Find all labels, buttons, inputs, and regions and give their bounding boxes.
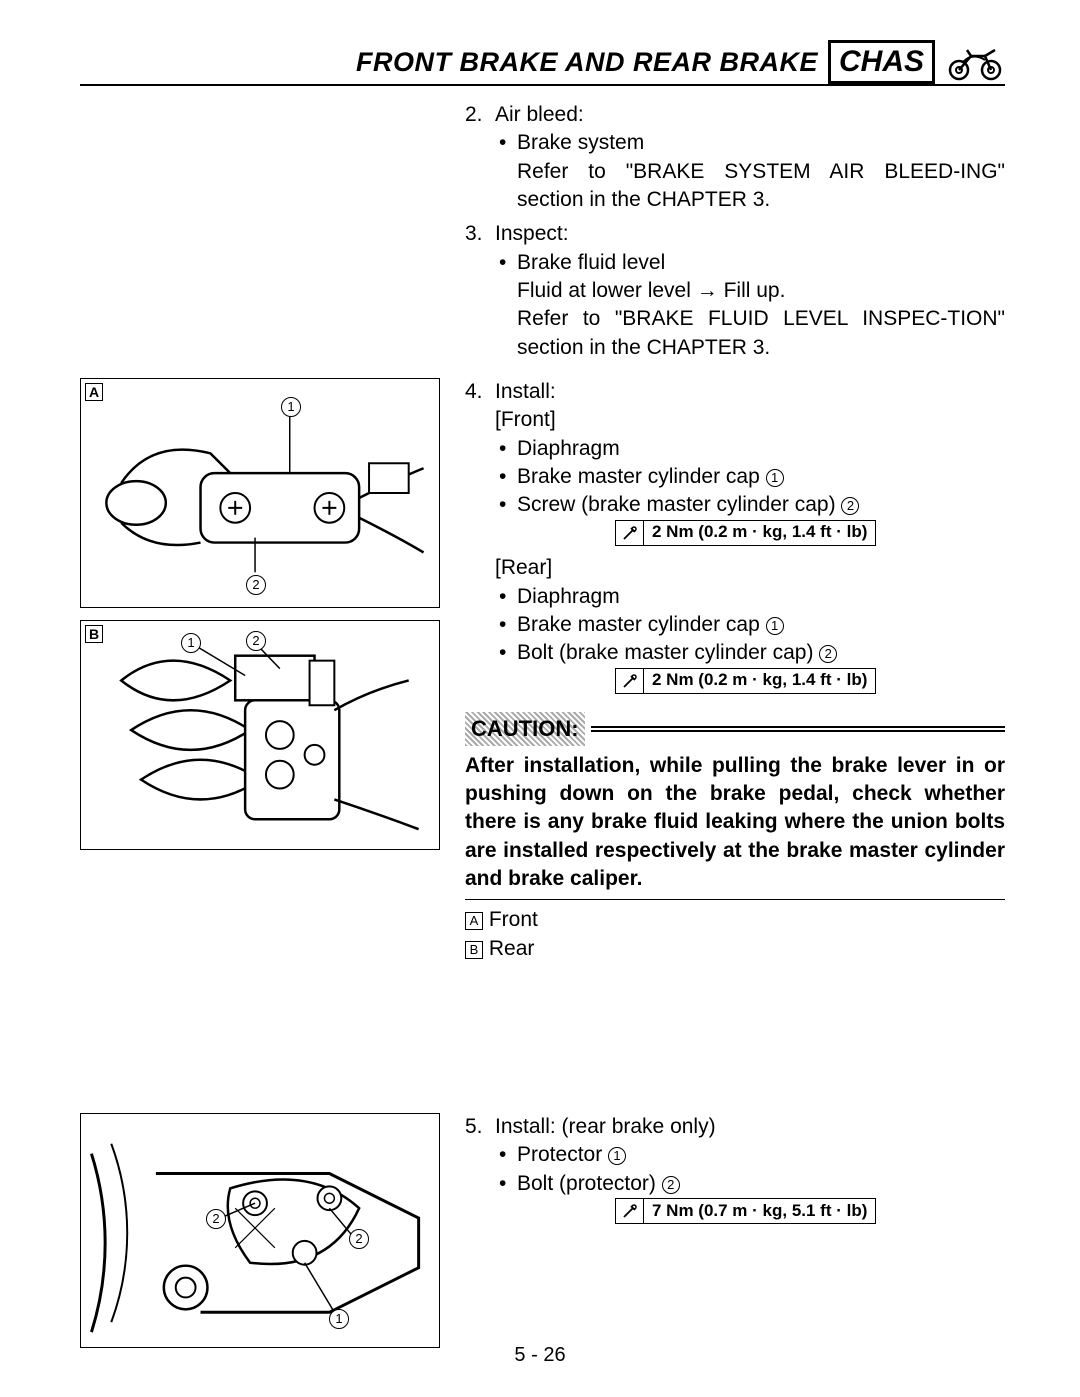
step-3: 3. Inspect: Brake fluid level Fluid at l… [465, 220, 1005, 362]
step-3-bullet-1-sub1: Fluid at lower level → Fill up. [517, 277, 1005, 305]
step-2-bullet-1: Brake system Refer to "BRAKE SYSTEM AIR … [495, 129, 1005, 214]
diagram-c-callout-1: 1 [329, 1309, 349, 1329]
diagram-b-callout-2: 2 [246, 631, 266, 651]
section-5: 2 2 1 5. Install: (rear brake only) Prot… [80, 1113, 1005, 1360]
step-4-rear-b3: Bolt (brake master cylinder cap) 2 [495, 639, 1005, 667]
step-4-front-label: [Front] [495, 406, 1005, 434]
legend-b: B Rear [465, 935, 1005, 963]
page-number: 5 - 26 [514, 1344, 565, 1367]
step-4-title: Install: [495, 378, 1005, 406]
diagram-a-label: A [85, 383, 103, 401]
page-header: FRONT BRAKE AND REAR BRAKE CHAS [80, 40, 1005, 86]
torque-spec-1: 2 Nm (0.2 m · kg, 1.4 ft · lb) [615, 520, 876, 546]
diagram-b-svg [81, 621, 439, 849]
step-2-bullet-1-sub: Refer to "BRAKE SYSTEM AIR BLEED-ING" se… [517, 158, 1005, 215]
legend-a: A Front [465, 906, 1005, 934]
diagram-c-callout-2b: 2 [349, 1229, 369, 1249]
diagram-b: B 1 2 [80, 620, 440, 850]
step-3-title: Inspect: [495, 220, 1005, 248]
caution-label: CAUTION: [465, 712, 585, 746]
step-3-bullet-1: Brake fluid level Fluid at lower level →… [495, 249, 1005, 362]
diagram-b-label: B [85, 625, 103, 643]
diagram-a-callout-1: 1 [281, 397, 301, 417]
header-title: FRONT BRAKE AND REAR BRAKE [356, 47, 818, 78]
step-4-rear-b1: Diaphragm [495, 583, 1005, 611]
section-4: A 1 2 B [80, 378, 1005, 963]
motorcycle-icon [945, 42, 1005, 82]
step-5-b2: Bolt (protector) 2 [495, 1170, 1005, 1198]
step-3-bullet-1-sub2: Refer to "BRAKE FLUID LEVEL INSPEC-TION"… [517, 305, 1005, 362]
torque-spec-3: 7 Nm (0.7 m · kg, 5.1 ft · lb) [615, 1198, 876, 1224]
step-4-front-b1: Diaphragm [495, 435, 1005, 463]
caution-text: After installation, while pulling the br… [465, 752, 1005, 901]
step-4-front-b2: Brake master cylinder cap 1 [495, 463, 1005, 491]
step-2: 2. Air bleed: Brake system Refer to "BRA… [465, 101, 1005, 214]
step-4-front-b3: Screw (brake master cylinder cap) 2 [495, 491, 1005, 519]
step-4: 4. Install: [Front] Diaphragm Brake mast… [465, 378, 1005, 698]
step-5-b1: Protector 1 [495, 1141, 1005, 1169]
step-5: 5. Install: (rear brake only) Protector … [465, 1113, 1005, 1228]
step-4-rear-label: [Rear] [495, 554, 1005, 582]
caution-rule [591, 726, 1005, 732]
legend: A Front B Rear [465, 906, 1005, 963]
section-2-3: 2. Air bleed: Brake system Refer to "BRA… [80, 101, 1005, 368]
diagram-c-svg [81, 1114, 439, 1347]
torque-icon [616, 521, 644, 545]
diagram-a: A 1 2 [80, 378, 440, 608]
chas-badge: CHAS [828, 40, 935, 84]
diagram-b-callout-1: 1 [181, 633, 201, 653]
diagram-c: 2 2 1 [80, 1113, 440, 1348]
torque-spec-2: 2 Nm (0.2 m · kg, 1.4 ft · lb) [615, 668, 876, 694]
diagram-c-callout-2a: 2 [206, 1209, 226, 1229]
step-5-title: Install: (rear brake only) [495, 1113, 1005, 1141]
caution-header: CAUTION: [465, 712, 1005, 746]
torque-icon [616, 1199, 644, 1223]
diagram-a-callout-2: 2 [246, 575, 266, 595]
torque-icon [616, 669, 644, 693]
step-2-title: Air bleed: [495, 101, 1005, 129]
step-4-rear-b2: Brake master cylinder cap 1 [495, 611, 1005, 639]
diagram-a-svg [81, 379, 439, 607]
